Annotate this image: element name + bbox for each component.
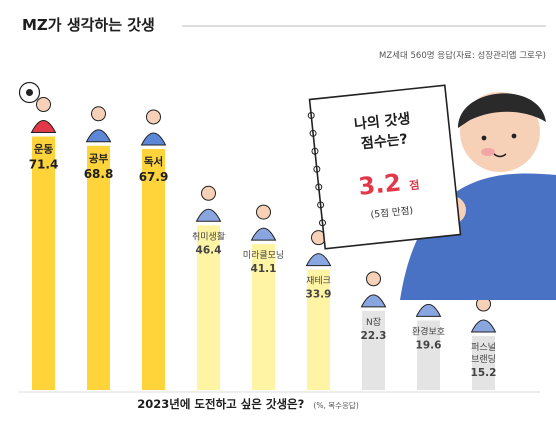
category-label-2: 공부 (89, 153, 109, 165)
bar-2 (87, 145, 110, 390)
multi-job-icon (360, 271, 387, 308)
reading-person-icon (140, 109, 167, 146)
spiral-binding-icon (307, 111, 326, 227)
value-label-7: 22.3 (361, 330, 387, 342)
value-label-6: 33.9 (306, 289, 332, 301)
source-note: MZ세대 560명 응답(자료: 성장관리앱 그로우) (379, 50, 546, 61)
chart-title-text: 2023년에 도전하고 싶은 갓생은? (137, 397, 304, 411)
chart-title: 2023년에 도전하고 싶은 갓생은? (%, 복수응답) (137, 393, 359, 412)
bar-4 (197, 225, 220, 390)
card-note: (5점 만점) (370, 204, 414, 220)
category-label-9: 퍼스널 (471, 342, 496, 353)
category-label-5: 미라클모닝 (243, 250, 284, 261)
bar-9 (472, 336, 495, 390)
value-label-1: 71.4 (29, 158, 59, 172)
category-label-8: 환경보호 (412, 325, 445, 337)
value-label-3: 67.9 (139, 170, 169, 184)
value-label-9: 15.2 (471, 367, 497, 379)
category-label-7: N잡 (366, 316, 381, 328)
painting-hobby-icon (195, 185, 222, 222)
category-label-9: 브랜딩 (471, 354, 496, 365)
score-card: 나의 갓생 점수는? 3.2 점 (5점 만점) (307, 84, 462, 250)
value-label-8: 19.6 (416, 339, 442, 351)
bar-3 (142, 148, 165, 390)
bar-7 (362, 310, 385, 390)
page-title: MZ가 생각하는 갓생 (22, 16, 155, 34)
bar-5 (252, 244, 275, 390)
value-label-2: 68.8 (84, 167, 114, 181)
category-label-4: 취미생활 (192, 230, 225, 242)
graduate-student-icon (85, 106, 112, 143)
morning-yoga-icon (250, 204, 277, 241)
labels-layer: 운동 71.4 공부 68.8 독서 67.9 취미생활 46.4 미라클모닝 41.1 재테크 33… (29, 144, 497, 380)
bar-6 (307, 269, 330, 390)
soccer-player-icon (18, 81, 57, 134)
category-label-1: 운동 (34, 144, 54, 156)
personal-branding-icon (470, 296, 497, 333)
score-value: 3.2 (357, 169, 402, 201)
card-line1: 나의 갓생 (353, 110, 411, 133)
card-score: 3.2 점 (357, 167, 420, 201)
value-label-5: 41.1 (251, 263, 277, 275)
bars-layer (32, 136, 495, 390)
bar-8 (417, 320, 440, 390)
piggy-bank-icon (305, 230, 332, 267)
icons-layer (18, 81, 497, 333)
score-unit: 점 (409, 178, 421, 193)
category-label-3: 독서 (144, 155, 163, 168)
bar-1 (32, 136, 55, 390)
value-label-4: 46.4 (196, 244, 222, 256)
category-label-6: 재테크 (306, 276, 331, 287)
card-line2: 점수는? (360, 131, 408, 153)
chart-title-note: (%, 복수응답) (313, 400, 358, 410)
